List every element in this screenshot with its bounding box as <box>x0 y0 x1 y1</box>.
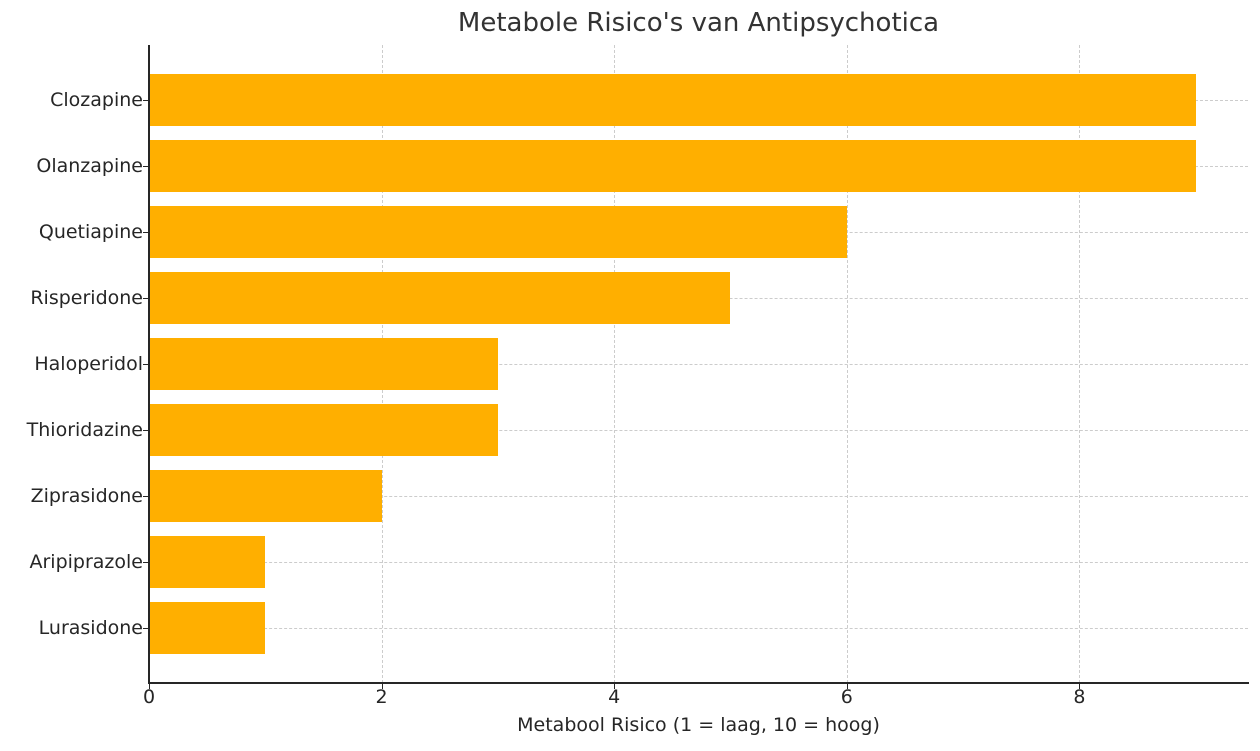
y-tick-label: Clozapine <box>50 89 143 111</box>
horizontal-gridline <box>149 430 1248 431</box>
y-tick-label: Lurasidone <box>38 617 143 639</box>
x-axis-line <box>148 682 1249 684</box>
chart-title: Metabole Risico's van Antipsychotica <box>457 8 940 38</box>
y-axis-line <box>148 45 150 684</box>
y-tick-label: Aripiprazole <box>29 551 143 573</box>
y-tick <box>143 298 149 299</box>
horizontal-gridline <box>149 628 1248 629</box>
bar-quetiapine <box>149 206 847 258</box>
bar-clozapine <box>149 74 1196 126</box>
y-tick <box>143 562 149 563</box>
x-tick <box>381 683 383 689</box>
y-tick <box>143 100 149 101</box>
y-tick <box>143 496 149 497</box>
y-tick <box>143 166 149 167</box>
bar-thioridazine <box>149 404 498 456</box>
y-tick-label: Quetiapine <box>38 221 143 243</box>
horizontal-gridline <box>149 562 1248 563</box>
bar-lurasidone <box>149 602 266 654</box>
x-tick-label: 8 <box>1073 686 1086 708</box>
y-tick-label: Haloperidol <box>34 353 143 375</box>
bar-risperidone <box>149 272 731 324</box>
x-tick <box>846 683 848 689</box>
bar-aripiprazole <box>149 536 266 588</box>
y-tick-label: Thioridazine <box>26 419 143 441</box>
horizontal-gridline <box>149 364 1248 365</box>
y-tick <box>143 364 149 365</box>
horizontal-gridline <box>149 496 1248 497</box>
plot-area <box>149 45 1248 683</box>
y-tick <box>143 430 149 431</box>
x-tick-label: 4 <box>608 686 621 708</box>
y-tick-label: Olanzapine <box>36 155 143 177</box>
y-tick <box>143 232 149 233</box>
bar-ziprasidone <box>149 470 382 522</box>
y-tick-label: Ziprasidone <box>30 485 143 507</box>
x-axis-title: Metabool Risico (1 = laag, 10 = hoog) <box>517 714 880 736</box>
x-tick <box>149 683 150 689</box>
x-tick <box>1079 683 1081 689</box>
x-tick-label: 0 <box>142 686 156 708</box>
y-tick <box>143 628 149 629</box>
x-tick-label: 6 <box>840 686 853 708</box>
x-tick-label: 2 <box>375 686 388 708</box>
bar-olanzapine <box>149 140 1196 192</box>
y-tick-label: Risperidone <box>30 287 143 309</box>
x-tick <box>614 683 616 689</box>
bar-haloperidol <box>149 338 498 390</box>
